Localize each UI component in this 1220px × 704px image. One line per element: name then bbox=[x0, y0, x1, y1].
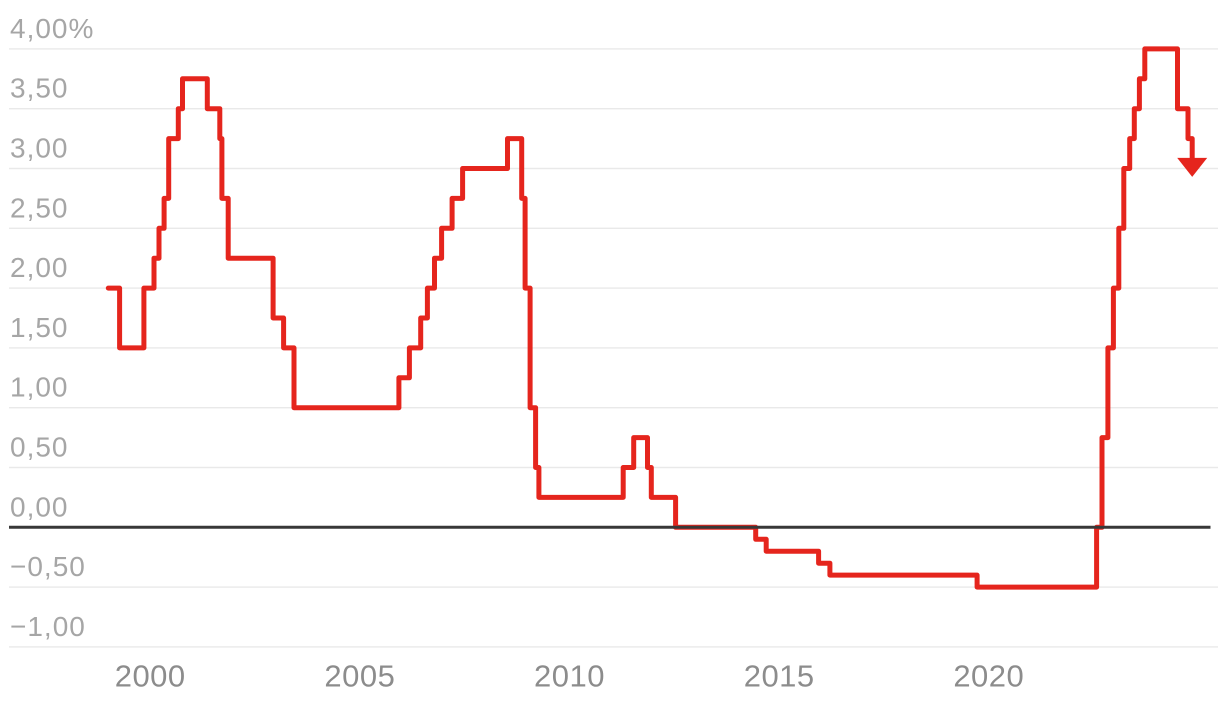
y-axis-label: −1,00 bbox=[10, 611, 86, 642]
rate-step-line bbox=[105, 46, 1195, 590]
y-axis-label: 0,50 bbox=[10, 432, 69, 463]
x-axis-label: 2000 bbox=[115, 659, 186, 694]
y-axis-label: −0,50 bbox=[10, 551, 86, 582]
y-axis-label: 2,00 bbox=[10, 252, 69, 283]
y-axis-label: 2,50 bbox=[10, 192, 69, 223]
x-axis-label: 2015 bbox=[744, 659, 815, 694]
y-axis-label: 3,50 bbox=[10, 73, 69, 104]
x-axis-label: 2005 bbox=[324, 659, 395, 694]
y-axis-label: 1,00 bbox=[10, 372, 69, 403]
y-axis-label: 0,00 bbox=[10, 491, 69, 522]
y-axis-label: 1,50 bbox=[10, 312, 69, 343]
x-axis-label: 2020 bbox=[953, 659, 1024, 694]
down-arrow-icon bbox=[1177, 157, 1208, 177]
y-axis-label: 3,00 bbox=[10, 133, 69, 164]
y-axis-label: 4,00% bbox=[10, 13, 94, 44]
x-axis-label: 2010 bbox=[534, 659, 605, 694]
